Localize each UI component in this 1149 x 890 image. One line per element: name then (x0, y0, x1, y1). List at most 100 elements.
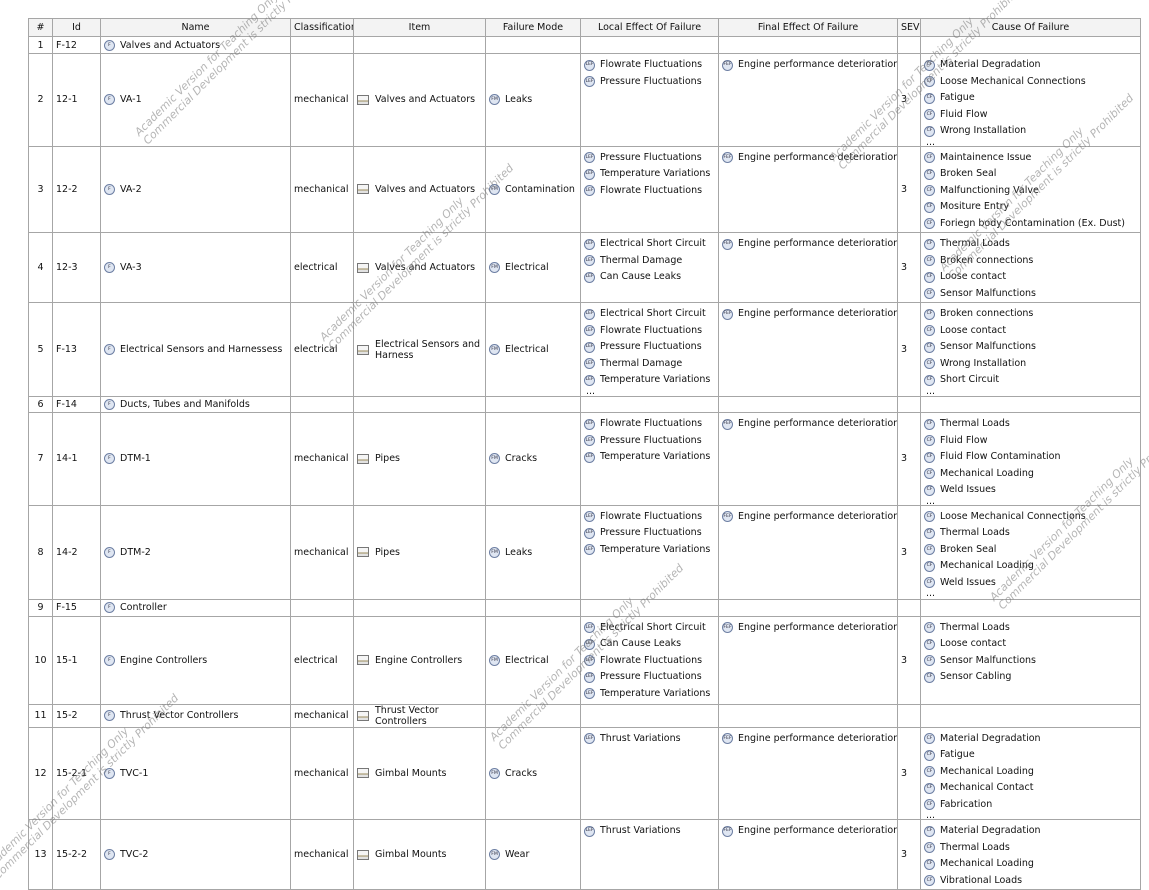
column-header[interactable]: SEV (897, 18, 921, 37)
icon: CF (924, 782, 935, 794)
icon: F (104, 399, 115, 410)
cell: Gimbal Mounts (353, 819, 486, 890)
cell (897, 598, 921, 617)
cell: CF Broken connections CF Loose contact CF Sen… (920, 302, 1141, 397)
item-icon (357, 94, 369, 105)
list-text: Temperature Variations (600, 374, 711, 385)
cell: electrical (290, 615, 354, 705)
column-header[interactable]: Local Effect Of Failure (580, 18, 719, 37)
column-header[interactable]: Failure Mode (485, 18, 581, 37)
cell: FM Leaks (485, 504, 581, 600)
icon: FM (489, 767, 500, 779)
list-item: FEF Engine performance deterioration (722, 236, 897, 253)
list-text: Mechanical Contact (940, 782, 1034, 793)
icon: LEF (584, 374, 595, 386)
cell: FEF Engine performance deterioration (718, 53, 898, 147)
list-text: Loose Mechanical Connections (940, 75, 1086, 87)
table-row[interactable]: 9 F-15 F Controller (28, 598, 1141, 617)
table-row[interactable]: 8 14-2 F DTM-2 mechanical Pipes FM Leaks LEF Flow… (28, 504, 1141, 600)
list-item: CF Fluid Flow Contamination (924, 449, 1137, 466)
icon: CF (924, 842, 935, 854)
list-text: Loose contact (940, 324, 1007, 336)
classification: electrical (294, 344, 338, 355)
list-item: CF Mechanical Loading (924, 764, 1137, 781)
table-row[interactable]: 1 F-12 F Valves and Actuators (28, 36, 1141, 54)
icon: CF (924, 622, 935, 634)
classification: electrical (294, 654, 338, 666)
table-row[interactable]: 2 12-1 F VA-1 mechanical Valves and Actuators… (28, 53, 1141, 147)
icon: F (104, 767, 115, 779)
icon: CF (924, 527, 935, 539)
list-item: LEF Flowrate Fluctuations (584, 653, 715, 670)
column-header[interactable]: Classification (290, 18, 354, 37)
icon: FEF (722, 511, 733, 523)
table-row[interactable]: 3 12-2 F VA-2 mechanical Valves and Actuators… (28, 145, 1141, 233)
column-header[interactable]: Name (100, 18, 291, 37)
cell (580, 598, 719, 617)
cell: F DTM-2 (100, 504, 291, 600)
list-item: CF Sensor Cabling (924, 669, 1137, 686)
num: 4 (37, 262, 44, 273)
cell: F Valves and Actuators (100, 36, 291, 54)
item: Gimbal Mounts (357, 768, 482, 779)
cell: CF Material Degradation CF Thermal Loads CF M… (920, 819, 1141, 890)
column-header[interactable]: Final Effect Of Failure (718, 18, 898, 37)
cell (485, 36, 581, 54)
cell: 6 (28, 396, 53, 413)
table-row[interactable]: 13 15-2-2 F TVC-2 mechanical Gimbal Mounts FM W… (28, 819, 1141, 890)
list-item: LEF Can Cause Leaks (584, 636, 715, 653)
cell (485, 703, 581, 728)
table-row[interactable]: 11 15-2 F Thrust Vector Controllers mechanic… (28, 703, 1141, 728)
table-row[interactable]: 10 15-1 F Engine Controllers electrical Engin… (28, 615, 1141, 705)
cell (485, 598, 581, 617)
column-header[interactable]: Item (353, 18, 486, 37)
num: 8 (37, 546, 44, 558)
table-row[interactable]: 12 15-2-1 F TVC-1 mechanical Gimbal Mounts FM C… (28, 726, 1141, 820)
cell: mechanical (290, 53, 354, 147)
table-row[interactable]: 7 14-1 F DTM-1 mechanical Pipes FM Cracks LEF Flo… (28, 412, 1141, 506)
icon: CF (924, 288, 935, 300)
list-text: Can Cause Leaks (600, 638, 682, 649)
num: 5 (37, 344, 44, 355)
item: Electrical Sensors and Harness (357, 339, 482, 361)
icon: F (104, 453, 115, 465)
icon: F (104, 94, 115, 106)
num: 6 (37, 399, 44, 410)
list-item: CF Thermal Loads (924, 840, 1137, 857)
list-text: Fluid Flow (940, 108, 988, 120)
column-header[interactable]: Cause Of Failure (920, 18, 1141, 37)
table-row[interactable]: 5 F-13 F Electrical Sensors and Harnessess e… (28, 302, 1141, 397)
column-header[interactable]: Id (52, 18, 101, 37)
name: F Valves and Actuators (104, 39, 287, 51)
icon: LEF (584, 655, 595, 667)
list-text: Temperature Variations (600, 451, 711, 462)
icon: FM (489, 654, 500, 666)
list-text: Wrong Installation (940, 125, 1027, 136)
list-item: LEF Thrust Variations (584, 731, 715, 748)
cell: 8 (28, 504, 53, 600)
cell: F-13 (52, 302, 101, 397)
list-item: LEF Pressure Fluctuations (584, 433, 715, 450)
list-item: CF Sensor Malfunctions (924, 653, 1137, 670)
cell (920, 598, 1141, 617)
list-item: LEF Temperature Variations (584, 372, 715, 389)
item: Pipes (357, 547, 482, 558)
cell: F VA-1 (100, 53, 291, 147)
icon: FM (489, 849, 500, 860)
list-text: Temperature Variations (600, 687, 711, 699)
cell: 15-2-2 (52, 819, 101, 890)
table-row[interactable]: 6 F-14 F Ducts, Tubes and Manifolds (28, 396, 1141, 413)
table-row[interactable]: 4 12-3 F VA-3 electrical Valves and Actuators… (28, 232, 1141, 303)
list-text: Engine performance deterioration (738, 238, 898, 249)
icon: LEF (584, 168, 595, 180)
icon: FM (489, 262, 500, 273)
cell: mechanical (290, 703, 354, 728)
icon: CF (924, 418, 935, 430)
list-text: Engine performance deterioration (738, 308, 898, 319)
icon: CF (924, 76, 935, 88)
column-header[interactable]: # (28, 18, 53, 37)
id: F-13 (56, 344, 77, 355)
cell: F Engine Controllers (100, 615, 291, 705)
list-text: Fatigue (940, 749, 975, 760)
list-text: Weld Issues (940, 576, 996, 588)
